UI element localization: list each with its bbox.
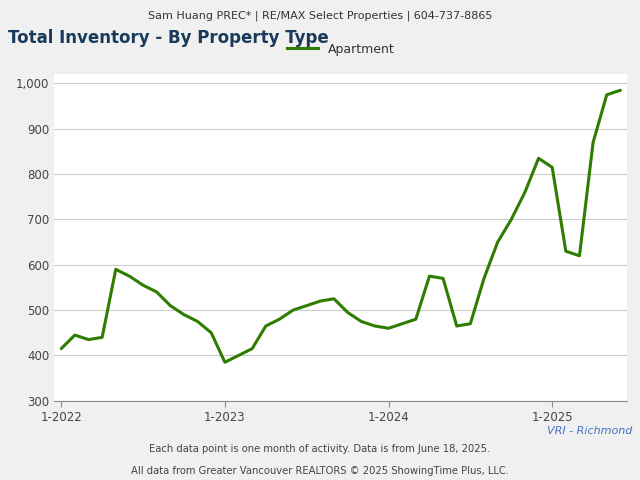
Text: Total Inventory - By Property Type: Total Inventory - By Property Type	[8, 29, 328, 47]
Text: Each data point is one month of activity. Data is from June 18, 2025.: Each data point is one month of activity…	[149, 444, 491, 454]
Text: Sam Huang PREC* | RE/MAX Select Properties | 604-737-8865: Sam Huang PREC* | RE/MAX Select Properti…	[148, 11, 492, 21]
Legend: Apartment: Apartment	[282, 38, 400, 61]
Text: VRI - Richmond: VRI - Richmond	[547, 426, 632, 436]
Text: All data from Greater Vancouver REALTORS © 2025 ShowingTime Plus, LLC.: All data from Greater Vancouver REALTORS…	[131, 466, 509, 476]
